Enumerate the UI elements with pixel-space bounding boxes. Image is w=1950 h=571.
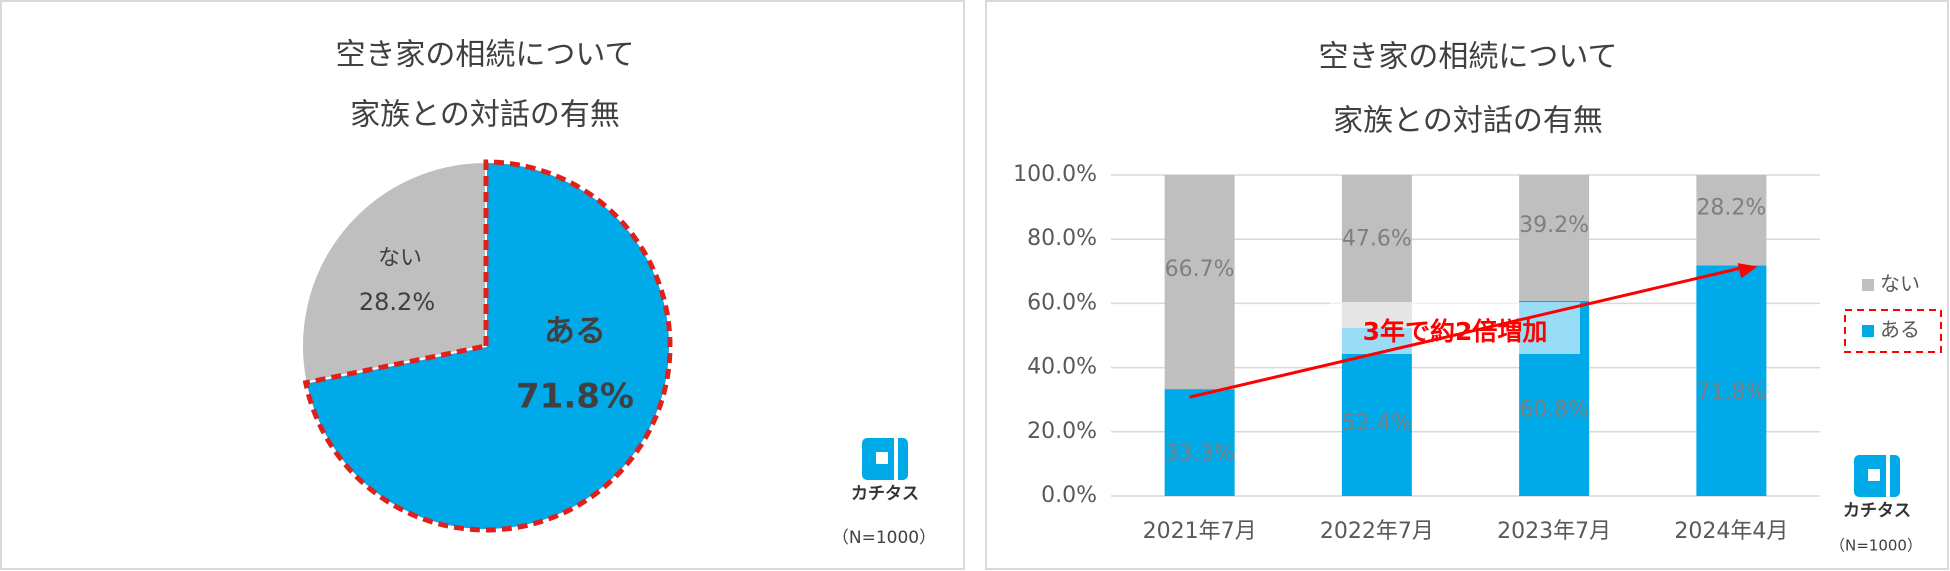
trend-arrowhead <box>1737 263 1758 279</box>
legend-label: ない <box>1880 272 1920 296</box>
y-tick-label: 0.0% <box>1041 483 1097 508</box>
value-label: 39.2% <box>1519 213 1589 238</box>
chart-title: 空き家の相続について <box>1318 40 1617 75</box>
sample-note: （N=1000） <box>1830 537 1922 555</box>
bar-segment <box>1696 265 1767 496</box>
logo-icon-cut <box>1868 469 1880 481</box>
logo-icon-cut <box>894 438 898 480</box>
value-label: 47.6% <box>1342 226 1412 251</box>
x-tick-label: 2021年7月 <box>1143 519 1257 544</box>
trend-arrow <box>1189 266 1744 399</box>
x-tick-label: 2022年7月 <box>1320 519 1434 544</box>
chart-title: 家族との対話の有無 <box>350 98 620 133</box>
value-label: 33.3% <box>1165 442 1235 467</box>
bar-segment <box>1341 327 1412 496</box>
x-tick-label: 2023年7月 <box>1497 519 1611 544</box>
bar-segment <box>1164 389 1235 496</box>
legend-highlight <box>1844 309 1942 353</box>
y-tick-label: 60.0% <box>1027 290 1097 315</box>
legend-swatch <box>1862 279 1874 291</box>
annotation: 3年で約2倍増加 <box>1363 317 1548 346</box>
y-tick-label: 80.0% <box>1027 226 1097 251</box>
slice-value-label: 28.2% <box>359 288 435 316</box>
value-label: 60.8% <box>1519 397 1589 422</box>
value-label: 66.7% <box>1165 257 1235 282</box>
value-label: 52.4% <box>1342 411 1412 436</box>
bar-panel <box>985 0 1949 570</box>
chart-title: 家族との対話の有無 <box>1333 104 1603 139</box>
y-tick-label: 20.0% <box>1027 419 1097 444</box>
logo-icon-cut <box>876 452 888 464</box>
slice-label: ない <box>378 246 422 271</box>
y-tick-label: 40.0% <box>1027 355 1097 380</box>
sample-note: （N=1000） <box>832 528 936 548</box>
logo-text: カチタス <box>1843 501 1911 521</box>
y-tick-label: 100.0% <box>1013 162 1097 187</box>
slice-label: ある <box>544 314 606 350</box>
pie-slice <box>301 160 487 384</box>
legend-label: ある <box>1880 318 1920 342</box>
bar-segment <box>1519 175 1590 301</box>
highlight-outline <box>302 159 673 533</box>
value-label: 28.2% <box>1696 195 1766 220</box>
slice-value-label: 71.8% <box>516 377 634 417</box>
bar-segment <box>1696 175 1767 266</box>
chart-title: 空き家の相続について <box>335 38 634 73</box>
legend-swatch <box>1862 325 1874 337</box>
annotation-backdrop <box>1330 302 1580 354</box>
x-tick-label: 2024年4月 <box>1674 519 1788 544</box>
value-label: 71.8% <box>1696 380 1766 405</box>
logo-text: カチタス <box>851 484 919 504</box>
logo-icon-cut <box>1886 455 1890 497</box>
bar-segment <box>1164 175 1235 390</box>
